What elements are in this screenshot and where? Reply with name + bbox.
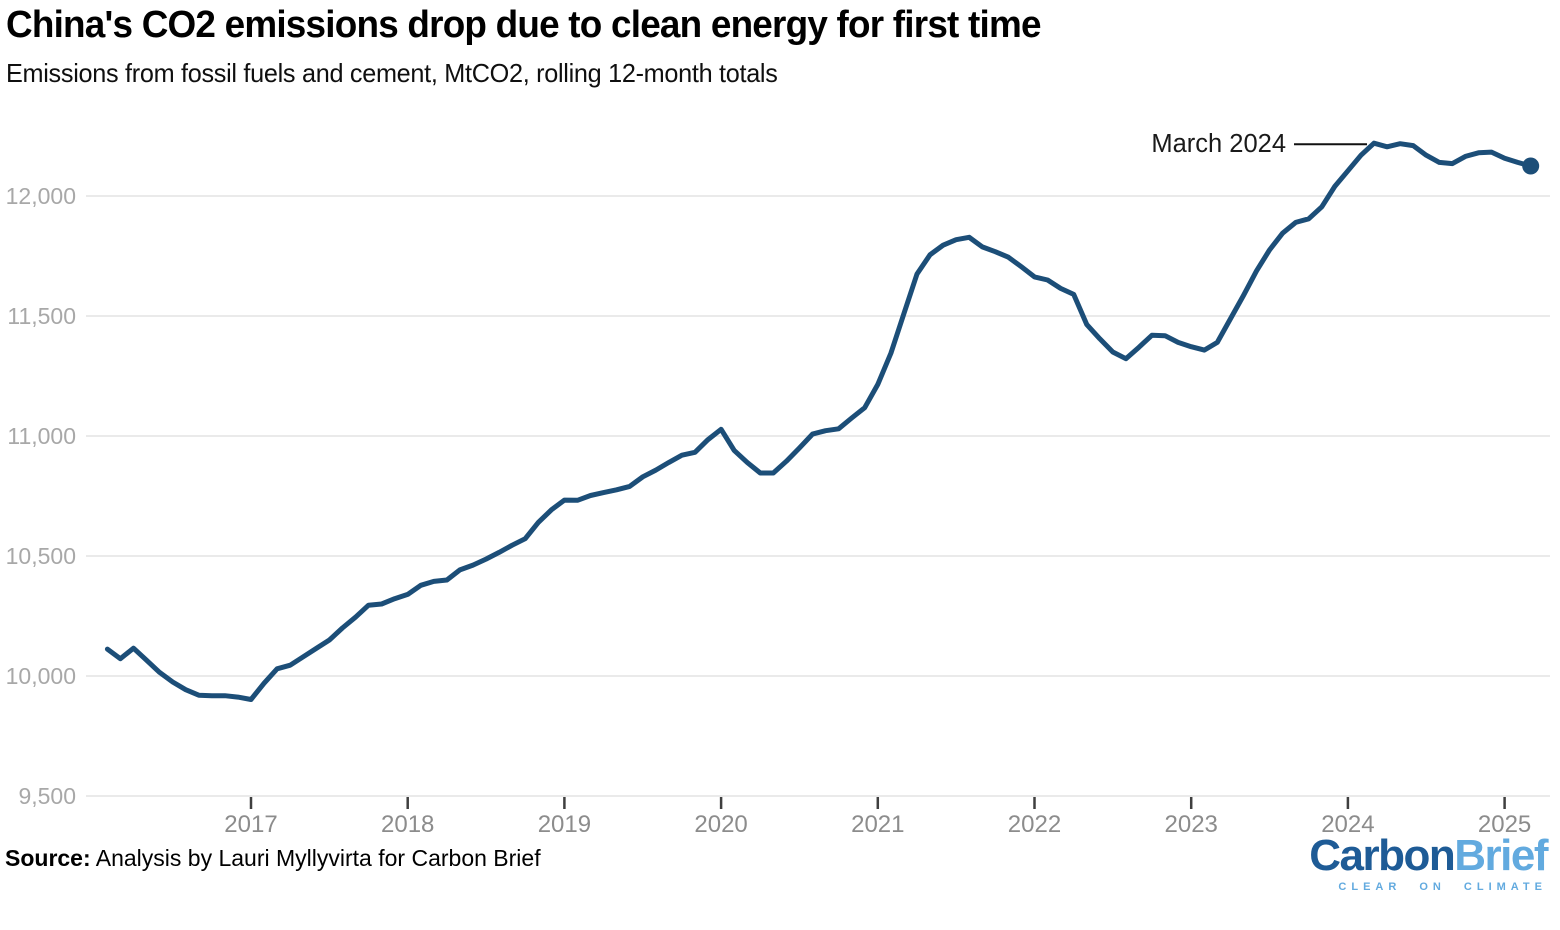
carbonbrief-logo-text: CarbonBrief (1309, 831, 1548, 880)
chart-subtitle: Emissions from fossil fuels and cement, … (6, 58, 778, 88)
emissions-line (104, 140, 1534, 702)
source-line: Source: Analysis by Lauri Myllyvirta for… (5, 845, 541, 872)
logo-part-brief: Brief (1454, 831, 1548, 880)
x-axis-label: 2020 (694, 811, 747, 838)
logo-part-carbon: Carbon (1309, 831, 1456, 880)
last-point-marker (1522, 157, 1540, 175)
x-axis-label: 2018 (381, 811, 434, 838)
y-axis-label: 11,500 (7, 303, 76, 329)
x-axis-label: 2017 (224, 811, 277, 838)
source-label: Source: (5, 845, 91, 871)
x-axis-label: 2022 (1008, 811, 1061, 838)
y-axis-label: 11,000 (7, 423, 76, 449)
source-text: Analysis by Lauri Myllyvirta for Carbon … (90, 845, 541, 871)
carbonbrief-logo: CarbonBrief CLEAR ON CLIMATE (1309, 831, 1548, 893)
x-axis-label: 2019 (538, 811, 591, 838)
logo-tagline: CLEAR ON CLIMATE (1338, 881, 1547, 893)
y-axis-label: 9,500 (18, 783, 76, 809)
annotation-label: March 2024 (1151, 130, 1286, 158)
x-axis-label: 2023 (1165, 811, 1218, 838)
chart-title: China's CO2 emissions drop due to clean … (6, 4, 1041, 46)
x-axis-label: 2024 (1321, 811, 1374, 838)
x-axis-label: 2021 (851, 811, 904, 838)
x-axis-label: 2025 (1478, 811, 1531, 838)
y-axis-label: 10,000 (6, 663, 76, 689)
y-axis-label: 10,500 (6, 543, 76, 569)
y-axis-label: 12,000 (6, 183, 76, 209)
